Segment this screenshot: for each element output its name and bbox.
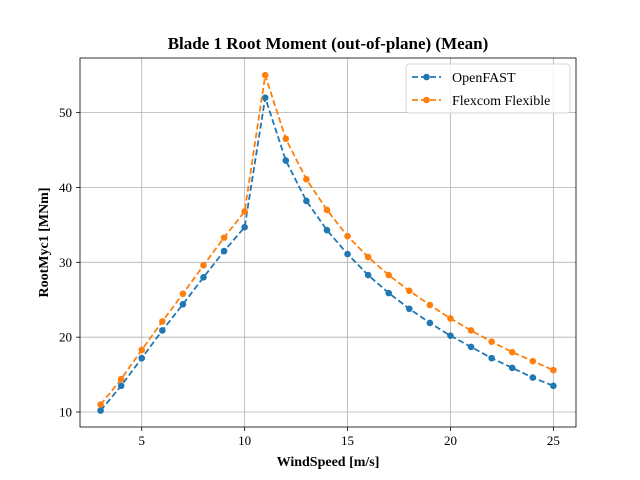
data-point (364, 253, 372, 261)
x-axis-label: WindSpeed [m/s] (277, 455, 380, 470)
series-flexcom-flexible (97, 71, 557, 408)
x-tick-label: 10 (238, 433, 251, 448)
plot-area (97, 71, 557, 414)
data-point (344, 250, 351, 258)
data-point (344, 232, 351, 240)
data-point (529, 357, 537, 365)
data-point (179, 300, 187, 308)
legend-marker-flexcom (423, 96, 430, 104)
data-point (282, 135, 290, 143)
data-point (488, 354, 495, 362)
data-point (385, 271, 393, 279)
legend-label-flexcom: Flexcom Flexible (452, 94, 550, 109)
data-point (426, 319, 434, 327)
series-line-openfast (99, 97, 554, 412)
data-point (323, 206, 331, 214)
x-tick-label: 5 (138, 433, 145, 448)
x-tick-label: 25 (547, 433, 560, 448)
y-tick-label: 40 (59, 180, 72, 195)
data-point (303, 197, 310, 205)
data-point (405, 287, 413, 295)
data-point (97, 401, 104, 408)
data-point (447, 332, 454, 339)
data-point (323, 226, 331, 234)
data-point (159, 327, 166, 334)
data-point (261, 94, 269, 101)
data-point (179, 290, 187, 298)
data-point (364, 271, 372, 279)
data-point (138, 346, 146, 354)
legend-box (405, 63, 571, 114)
data-point (241, 223, 248, 231)
data-point (405, 305, 413, 313)
y-tick-label: 30 (59, 255, 72, 270)
data-point (447, 315, 454, 322)
data-point (200, 262, 207, 269)
axis-ticks: 5 10 15 20 25 10 20 30 40 50 (59, 105, 560, 448)
chart-title: Blade 1 Root Moment (out-of-plane) (Mean… (168, 34, 489, 53)
legend-label-openfast: OpenFAST (452, 71, 516, 86)
data-point (385, 289, 393, 297)
series-openfast (97, 94, 557, 414)
data-point (138, 354, 146, 362)
x-tick-label: 20 (444, 433, 457, 448)
data-point (426, 301, 434, 309)
data-point (200, 274, 207, 281)
x-tick-label: 15 (341, 433, 354, 448)
data-point (488, 338, 495, 345)
data-point (159, 318, 166, 325)
y-tick-label: 10 (59, 405, 72, 420)
data-point (550, 366, 557, 374)
data-point (550, 382, 557, 390)
data-point (303, 175, 310, 183)
data-point (97, 407, 104, 414)
data-point (261, 71, 269, 79)
data-point (529, 374, 537, 381)
y-tick-label: 20 (59, 330, 72, 345)
data-point (467, 343, 475, 351)
legend: OpenFAST Flexcom Flexible (405, 63, 571, 114)
y-axis-label: RootMyc1 [MNm] (37, 187, 52, 297)
axes-frame (79, 57, 577, 428)
data-point (241, 208, 248, 215)
data-point (282, 157, 290, 164)
data-point (467, 327, 475, 334)
data-point (220, 247, 228, 255)
data-point (508, 364, 516, 372)
legend-marker-openfast (423, 73, 430, 81)
data-point (117, 382, 125, 390)
data-point (117, 375, 125, 383)
data-point (220, 234, 228, 241)
data-point (508, 348, 516, 356)
y-tick-label: 50 (59, 105, 72, 120)
